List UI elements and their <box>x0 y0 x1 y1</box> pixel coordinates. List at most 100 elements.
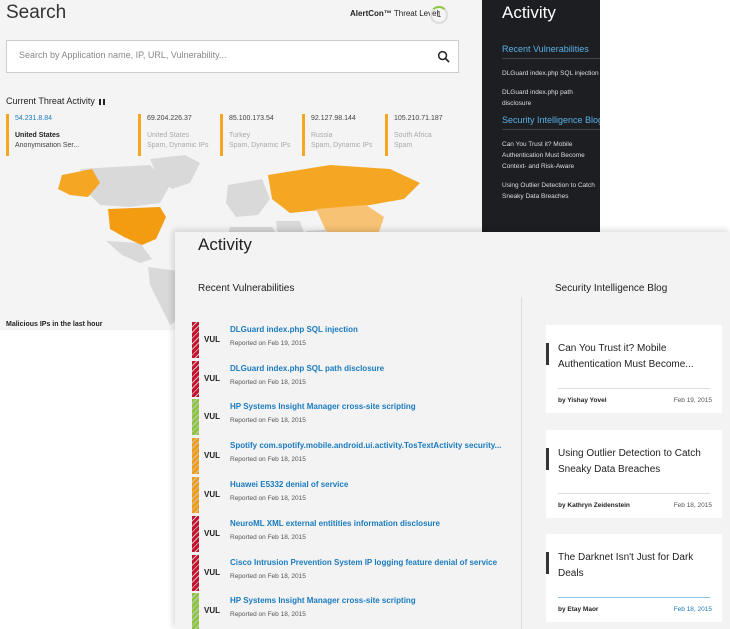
vulnerability-row[interactable]: VUL Spotify com.spotify.mobile.android.u… <box>192 438 512 474</box>
blog-date: Feb 18, 2015 <box>673 606 712 613</box>
vulnerability-row[interactable]: VUL HP Systems Insight Manager cross-sit… <box>192 399 512 435</box>
search-input[interactable] <box>17 49 417 61</box>
blog-title-link[interactable]: Using Outlier Detection to Catch Sneaky … <box>558 448 701 475</box>
dark-blog-heading[interactable]: Security Intelligence Blog <box>502 115 600 125</box>
current-threat-activity-heading: Current Threat Activity <box>6 96 105 106</box>
alertcon-threat-level-label: Threat Level <box>393 9 439 18</box>
vul-tag: VUL <box>204 451 220 460</box>
recent-vulnerabilities-heading: Recent Vulnerabilities <box>198 283 295 294</box>
divider <box>558 388 710 389</box>
map-highlight-usa <box>108 207 166 245</box>
vul-tag: VUL <box>204 374 220 383</box>
vul-tag: VUL <box>204 412 220 421</box>
vulnerability-link[interactable]: HP Systems Insight Manager cross-site sc… <box>230 402 416 411</box>
vul-tag: VUL <box>204 606 220 615</box>
severity-bar <box>192 516 199 552</box>
vulnerability-link[interactable]: Cisco Intrusion Prevention System IP log… <box>230 558 498 567</box>
security-intelligence-blog-heading: Security Intelligence Blog <box>555 283 668 294</box>
search-icon[interactable] <box>437 50 450 63</box>
vulnerability-date: Reported on Feb 18, 2015 <box>230 379 306 386</box>
current-threat-activity-title: Current Threat Activity <box>6 96 95 106</box>
blog-card[interactable]: Using Outlier Detection to Catch Sneaky … <box>546 430 722 518</box>
severity-bar <box>192 322 199 358</box>
threat-type: Spam <box>394 142 413 149</box>
search-box <box>6 40 459 73</box>
blog-title-link[interactable]: The Darknet Isn't Just for Dark Deals <box>558 552 694 579</box>
vulnerability-link[interactable]: HP Systems Insight Manager cross-site sc… <box>230 596 416 605</box>
vulnerability-date: Reported on Feb 18, 2015 <box>230 456 306 463</box>
threat-item[interactable]: 92.127.98.144 Russia Spam, Dynamic IPs <box>302 114 380 156</box>
vul-tag: VUL <box>204 568 220 577</box>
threat-country: South Africa <box>394 132 432 139</box>
alertcon-label: AlertCon™ Threat Level <box>350 9 438 18</box>
vulnerability-row[interactable]: VUL Cisco Intrusion Prevention System IP… <box>192 555 512 591</box>
threat-country: Russia <box>311 132 333 139</box>
dark-activity-title: Activity <box>502 3 556 22</box>
vul-tag: VUL <box>204 490 220 499</box>
blog-author: by Yishay Yovel <box>558 397 607 404</box>
map-land-mexico <box>106 241 152 263</box>
dark-blog-item[interactable]: Can You Trust it? Mobile Authentication … <box>502 141 585 170</box>
map-land-europe <box>226 179 270 217</box>
vulnerability-row[interactable]: VUL NeuroML XML external entitities info… <box>192 516 512 552</box>
map-highlight-alaska <box>58 169 100 197</box>
severity-bar <box>192 477 199 513</box>
search-page-title: Search <box>6 2 67 23</box>
blog-accent-bar <box>546 343 549 365</box>
dark-recent-vulnerabilities-heading[interactable]: Recent Vulnerabilities <box>502 44 589 54</box>
severity-bar <box>192 399 199 435</box>
pause-icon[interactable] <box>98 98 105 105</box>
map-caption: Malicious IPs in the last hour <box>6 321 103 328</box>
blog-date: Feb 19, 2015 <box>673 397 712 404</box>
activity-title: Activity <box>198 235 252 254</box>
divider <box>502 58 600 59</box>
divider <box>558 493 710 494</box>
blog-card[interactable]: Can You Trust it? Mobile Authentication … <box>546 325 722 413</box>
threat-country: United States <box>15 132 60 139</box>
vulnerability-date: Reported on Feb 18, 2015 <box>230 534 306 541</box>
vulnerability-link[interactable]: DLGuard index.php SQL injection <box>230 325 358 334</box>
vulnerability-date: Reported on Feb 18, 2015 <box>230 495 306 502</box>
threat-type: Spam, Dynamic IPs <box>147 142 209 149</box>
map-highlight-russia <box>268 165 420 213</box>
threat-item[interactable]: 85.100.173.54 Turkey Spam, Dynamic IPs <box>220 114 298 156</box>
threat-ip: 85.100.173.54 <box>229 115 274 122</box>
vulnerability-link[interactable]: Huawei E5332 denial of service <box>230 480 349 489</box>
vulnerability-date: Reported on Feb 18, 2015 <box>230 611 306 618</box>
vulnerability-row[interactable]: VUL Huawei E5332 denial of service Repor… <box>192 477 512 513</box>
column-divider <box>521 297 522 629</box>
blog-card[interactable]: The Darknet Isn't Just for Dark Deals by… <box>546 534 722 622</box>
vulnerability-link[interactable]: NeuroML XML external entitities informat… <box>230 519 440 528</box>
threat-type: Spam, Dynamic IPs <box>311 142 373 149</box>
threat-item[interactable]: 69.204.226.37 United States Spam, Dynami… <box>138 114 216 156</box>
threat-ip: 69.204.226.37 <box>147 115 192 122</box>
vulnerability-date: Reported on Feb 18, 2015 <box>230 573 306 580</box>
threat-level-gauge[interactable]: 1 <box>430 6 448 24</box>
map-land-canada <box>80 165 170 207</box>
vulnerability-row[interactable]: VUL HP Systems Insight Manager cross-sit… <box>192 593 512 629</box>
threat-type: Spam, Dynamic IPs <box>229 142 291 149</box>
severity-bar <box>192 593 199 629</box>
vulnerability-row[interactable]: VUL DLGuard index.php SQL path disclosur… <box>192 361 512 397</box>
threat-item[interactable]: 105.210.71.187 South Africa Spam <box>385 114 463 156</box>
severity-bar <box>192 361 199 397</box>
blog-title-link[interactable]: Can You Trust it? Mobile Authentication … <box>558 343 694 370</box>
blog-accent-bar <box>546 552 549 574</box>
severity-bar <box>192 555 199 591</box>
blog-accent-bar <box>546 448 549 470</box>
activity-sidebar-dark: Activity Recent Vulnerabilities DLGuard … <box>482 0 600 232</box>
vulnerability-link[interactable]: DLGuard index.php SQL path disclosure <box>230 364 385 373</box>
dark-vulnerability-item[interactable]: DLGuard index.php SQL injection <box>502 70 599 77</box>
threat-ip: 105.210.71.187 <box>394 115 443 122</box>
blog-author: by Kathryn Zeidenstein <box>558 502 630 509</box>
threat-item[interactable]: 54.231.8.84 United States Anonymisation … <box>6 114 84 156</box>
alertcon-brand: AlertCon™ <box>350 9 392 18</box>
vulnerability-link[interactable]: Spotify com.spotify.mobile.android.ui.ac… <box>230 441 502 450</box>
vul-tag: VUL <box>204 335 220 344</box>
dark-vulnerability-item[interactable]: DLGuard index.php path disclosure <box>502 89 573 107</box>
vulnerability-date: Reported on Feb 19, 2015 <box>230 340 306 347</box>
vulnerability-date: Reported on Feb 18, 2015 <box>230 417 306 424</box>
map-highlight-china <box>316 205 384 239</box>
dark-blog-item[interactable]: Using Outlier Detection to Catch Sneaky … <box>502 182 595 200</box>
vulnerability-row[interactable]: VUL DLGuard index.php SQL injection Repo… <box>192 322 512 358</box>
